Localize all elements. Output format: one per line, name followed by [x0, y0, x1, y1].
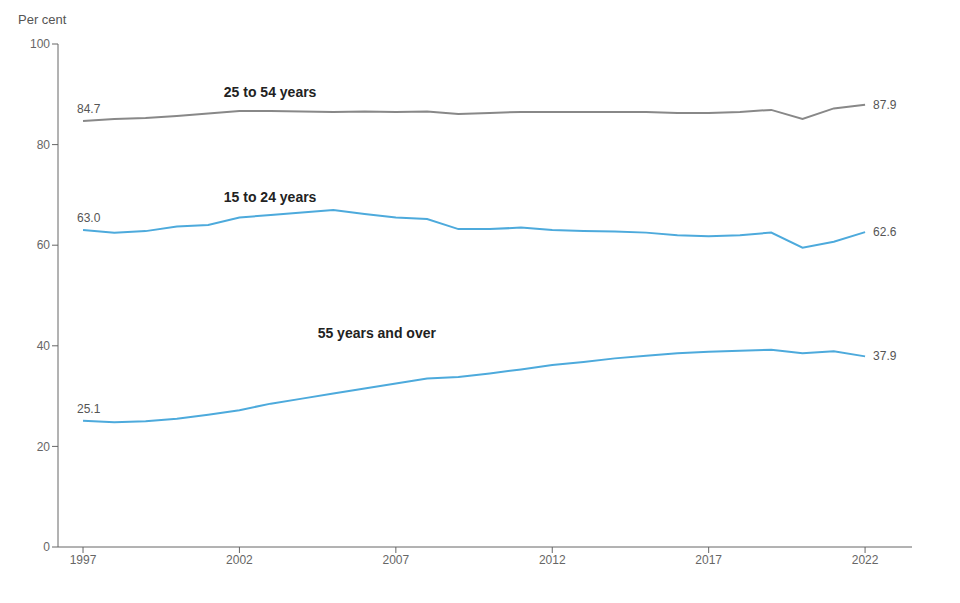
- svg-text:87.9: 87.9: [873, 98, 897, 112]
- svg-text:80: 80: [37, 138, 51, 152]
- svg-text:2017: 2017: [695, 553, 722, 567]
- svg-text:37.9: 37.9: [873, 349, 897, 363]
- svg-text:2022: 2022: [852, 553, 879, 567]
- svg-text:0: 0: [43, 540, 50, 554]
- svg-text:100: 100: [30, 37, 50, 51]
- svg-text:2007: 2007: [382, 553, 409, 567]
- svg-text:25.1: 25.1: [77, 402, 101, 416]
- svg-text:84.7: 84.7: [77, 102, 101, 116]
- svg-text:55 years and over: 55 years and over: [318, 325, 437, 341]
- svg-text:25 to 54 years: 25 to 54 years: [224, 84, 317, 100]
- svg-text:40: 40: [37, 339, 51, 353]
- svg-text:1997: 1997: [70, 553, 97, 567]
- svg-text:63.0: 63.0: [77, 211, 101, 225]
- svg-text:2012: 2012: [539, 553, 566, 567]
- svg-text:60: 60: [37, 238, 51, 252]
- svg-text:2002: 2002: [226, 553, 253, 567]
- svg-text:20: 20: [37, 440, 51, 454]
- svg-text:62.6: 62.6: [873, 225, 897, 239]
- html-text:Per cent: Per cent: [18, 12, 67, 27]
- svg-text:15 to 24 years: 15 to 24 years: [224, 189, 317, 205]
